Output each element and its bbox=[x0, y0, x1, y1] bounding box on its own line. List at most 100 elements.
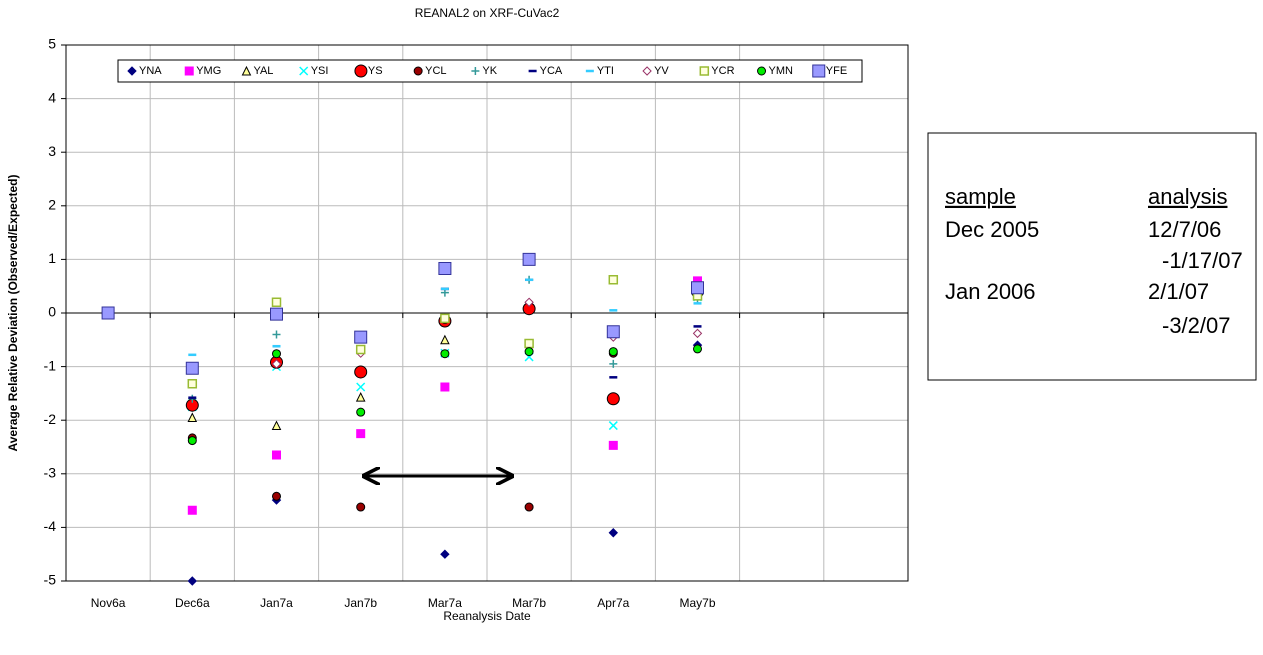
marker bbox=[693, 344, 703, 354]
marker bbox=[356, 502, 366, 512]
marker bbox=[270, 307, 283, 321]
marker bbox=[606, 392, 620, 406]
y-tick-label: -5 bbox=[44, 572, 57, 588]
marker bbox=[608, 440, 618, 450]
marker bbox=[606, 325, 620, 339]
marker bbox=[299, 66, 309, 76]
marker bbox=[692, 328, 703, 339]
y-tick-label: 4 bbox=[48, 89, 56, 105]
marker bbox=[127, 66, 137, 76]
marker bbox=[440, 549, 450, 559]
legend-label: YS bbox=[368, 65, 383, 77]
marker bbox=[354, 330, 368, 344]
marker bbox=[355, 344, 366, 355]
marker bbox=[272, 450, 281, 460]
marker bbox=[241, 65, 252, 76]
legend-box bbox=[117, 59, 863, 83]
marker bbox=[355, 392, 366, 402]
marker bbox=[642, 66, 652, 76]
legend-label: YMN bbox=[769, 65, 794, 77]
marker bbox=[271, 297, 282, 308]
x-tick-label: Mar7b bbox=[512, 596, 546, 610]
marker bbox=[187, 412, 198, 423]
legend-label: YSI bbox=[311, 65, 329, 77]
x-tick-label: Dec6a bbox=[175, 596, 210, 610]
marker bbox=[187, 379, 198, 389]
x-tick-label: Jan7a bbox=[260, 596, 293, 610]
legend-label: YAL bbox=[253, 65, 273, 77]
legend-label: YTI bbox=[597, 65, 614, 77]
marker bbox=[101, 306, 115, 320]
note-analysis: -3/2/07 bbox=[1162, 313, 1231, 338]
marker bbox=[438, 262, 452, 276]
marker bbox=[608, 275, 619, 285]
marker bbox=[609, 359, 618, 368]
y-tick-label: 1 bbox=[48, 250, 56, 266]
marker bbox=[524, 502, 534, 512]
y-tick-label: -3 bbox=[44, 465, 57, 481]
marker bbox=[187, 436, 197, 446]
legend-label: YNA bbox=[139, 65, 162, 77]
marker bbox=[356, 407, 366, 417]
marker bbox=[185, 361, 199, 375]
note-box bbox=[927, 132, 1257, 381]
marker bbox=[608, 528, 619, 538]
note-sample: Jan 2006 bbox=[945, 279, 1036, 304]
marker bbox=[271, 420, 282, 431]
note-analysis: 2/1/07 bbox=[1148, 279, 1209, 304]
marker bbox=[184, 66, 194, 76]
legend-label: YCR bbox=[711, 65, 734, 77]
marker bbox=[812, 64, 826, 78]
marker bbox=[471, 67, 480, 75]
marker bbox=[522, 252, 536, 266]
marker bbox=[524, 297, 534, 307]
marker bbox=[608, 347, 618, 357]
marker bbox=[272, 330, 281, 339]
marker bbox=[354, 365, 368, 379]
note-header: analysis bbox=[1148, 184, 1227, 209]
x-tick-label: Mar7a bbox=[428, 596, 462, 610]
legend-label: YCA bbox=[540, 65, 563, 77]
marker bbox=[691, 281, 704, 295]
marker bbox=[440, 334, 450, 345]
marker bbox=[440, 313, 450, 324]
x-axis-title: Reanalysis Date bbox=[443, 609, 531, 623]
y-tick-label: 0 bbox=[48, 304, 56, 320]
marker bbox=[440, 349, 450, 359]
y-tick-label: -4 bbox=[44, 518, 57, 534]
marker bbox=[522, 302, 536, 316]
marker bbox=[413, 66, 423, 76]
legend-label: YV bbox=[654, 65, 669, 77]
x-tick-label: Jan7b bbox=[344, 596, 377, 610]
marker bbox=[354, 64, 368, 78]
note-analysis: -1/17/07 bbox=[1162, 248, 1243, 273]
note-sample: Dec 2005 bbox=[945, 217, 1039, 242]
y-tick-label: 3 bbox=[48, 143, 56, 159]
x-tick-label: Nov6a bbox=[91, 596, 126, 610]
legend-label: YFE bbox=[826, 65, 847, 77]
y-tick-label: 5 bbox=[48, 36, 56, 52]
note-header: sample bbox=[945, 184, 1016, 209]
marker bbox=[187, 505, 197, 515]
y-tick-label: -1 bbox=[44, 357, 57, 373]
marker bbox=[757, 66, 767, 76]
marker bbox=[440, 382, 450, 392]
y-axis-title: Average Relative Deviation (Observed/Exp… bbox=[6, 175, 20, 452]
note-analysis: 12/7/06 bbox=[1148, 217, 1221, 242]
marker bbox=[524, 347, 534, 357]
y-tick-label: -2 bbox=[44, 411, 57, 427]
marker bbox=[272, 491, 282, 501]
legend-label: YK bbox=[482, 65, 497, 77]
marker bbox=[356, 382, 366, 392]
legend-label: YCL bbox=[425, 65, 446, 77]
marker bbox=[272, 349, 282, 359]
marker bbox=[271, 359, 282, 369]
marker bbox=[187, 576, 198, 586]
x-tick-label: Apr7a bbox=[597, 596, 629, 610]
marker bbox=[185, 398, 199, 412]
y-tick-label: 2 bbox=[48, 197, 56, 213]
x-tick-label: May7b bbox=[679, 596, 715, 610]
legend-label: YMG bbox=[196, 65, 221, 77]
marker bbox=[608, 421, 618, 431]
